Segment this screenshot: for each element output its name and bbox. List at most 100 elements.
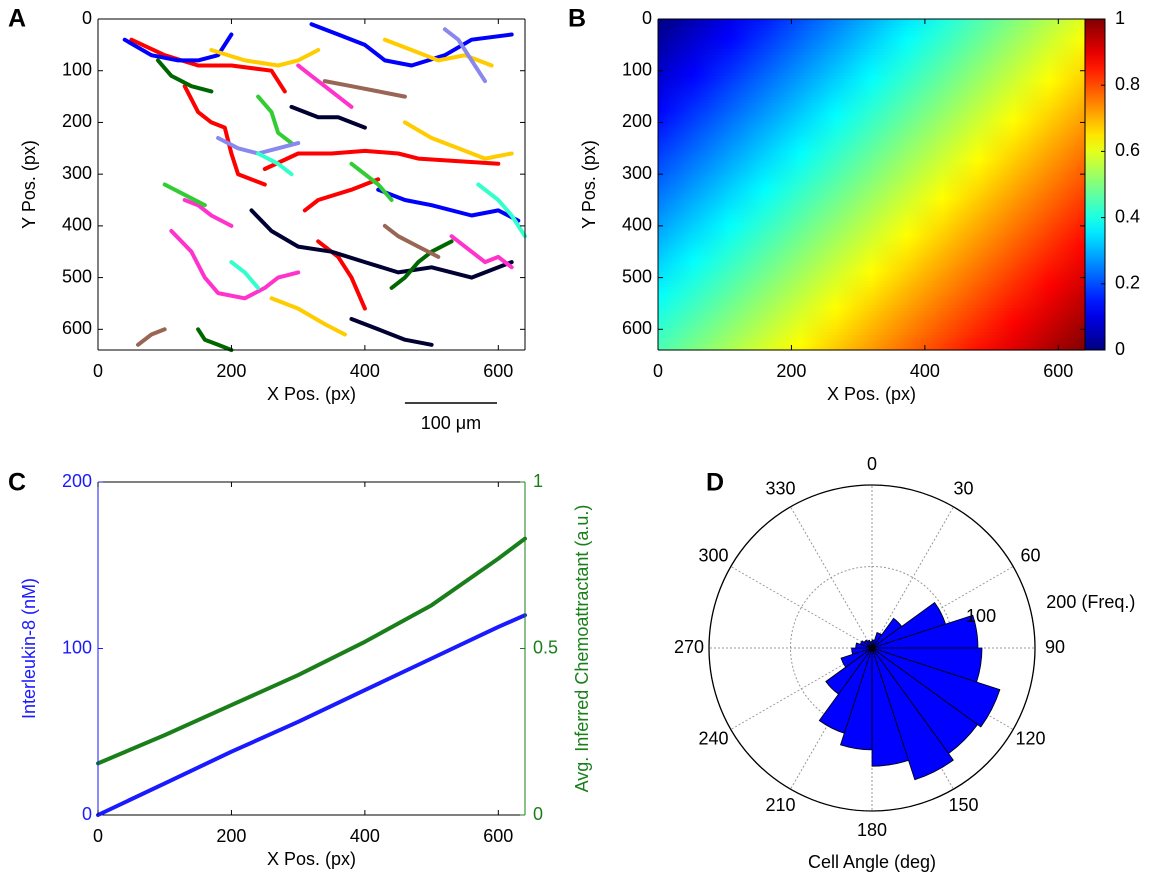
heatmap-row [658, 157, 1085, 162]
heatmap-row [658, 208, 1085, 213]
track [122, 32, 234, 63]
x-tick-label: 400 [350, 826, 380, 846]
y-tick-label: 400 [622, 215, 652, 235]
track [196, 327, 234, 352]
y-tick-label: 500 [62, 266, 92, 286]
y-tick-label: 400 [62, 215, 92, 235]
x-tick-label: 600 [483, 826, 513, 846]
heatmap-row [658, 196, 1085, 201]
series-line [96, 613, 527, 817]
heatmap-row [658, 112, 1085, 116]
heatmap-row [658, 220, 1085, 225]
heatmap-row [658, 193, 1085, 198]
heatmap-row [658, 175, 1085, 180]
y-tick-label: 600 [622, 318, 652, 338]
heatmap-row [658, 205, 1085, 210]
track [269, 296, 347, 337]
heatmap-row [658, 190, 1085, 195]
heatmap-row [658, 145, 1085, 149]
y-tick-label: 100 [62, 637, 92, 657]
heatmap-row [658, 166, 1085, 171]
track [162, 182, 207, 208]
heatmap-row [658, 142, 1085, 146]
rose-wedge [840, 647, 873, 668]
scale-bar-label: 100 μm [421, 413, 481, 433]
heatmap-row [658, 268, 1085, 273]
heatmap-row [658, 82, 1085, 86]
heatmap-row [658, 340, 1085, 345]
heatmap-row [658, 229, 1085, 234]
heatmap-row [658, 154, 1085, 159]
track [349, 317, 434, 347]
heatmap-row [658, 265, 1085, 270]
x-tick-label: 600 [1043, 361, 1073, 381]
heatmap-row [658, 289, 1085, 294]
heatmap-row [658, 256, 1085, 261]
y2-tick-label: 0 [533, 804, 543, 824]
heatmap-row [658, 250, 1085, 255]
track [316, 239, 367, 311]
y-tick-label: 200 [62, 471, 92, 491]
heatmap-row [658, 334, 1085, 339]
track [382, 223, 441, 259]
heatmap-row [658, 34, 1085, 38]
x-tick-label: 0 [93, 361, 103, 381]
angle-tick-label: 180 [857, 820, 887, 840]
heatmap-row [658, 43, 1085, 47]
track [182, 84, 267, 187]
heatmap-row [658, 253, 1085, 258]
track [256, 94, 294, 146]
track [349, 161, 394, 202]
heatmap-row [658, 304, 1085, 309]
angle-tick-label: 120 [1015, 728, 1045, 748]
heatmap-row [658, 277, 1085, 282]
colorbar-tick-label: 1 [1115, 8, 1125, 28]
heatmap-row [658, 70, 1085, 74]
y-tick-label: 0 [82, 804, 92, 824]
heatmap-row [658, 73, 1085, 77]
heatmap-row [658, 322, 1085, 327]
heatmap-row [658, 103, 1085, 107]
rose-wedge [851, 647, 873, 655]
heatmap-row [658, 46, 1085, 50]
colorbar [1084, 18, 1106, 351]
heatmap-row [658, 187, 1085, 192]
heatmap-row [658, 283, 1085, 288]
track [322, 79, 407, 99]
heatmap-row [658, 214, 1085, 219]
heatmap-row [658, 58, 1085, 62]
track [296, 63, 354, 109]
heatmap-row [658, 244, 1085, 249]
track [309, 22, 514, 68]
heatmap-row [658, 40, 1085, 44]
heatmap-row [658, 136, 1085, 140]
radial-tick-label: 200 (Freq.) [1046, 592, 1135, 612]
heatmap-row [658, 28, 1085, 32]
heatmap-row [658, 307, 1085, 312]
radial-tick-label: 100 [966, 606, 996, 626]
rose-wedge [871, 647, 1001, 728]
track [182, 198, 234, 228]
heatmap-row [658, 211, 1085, 216]
heatmap-row [658, 109, 1085, 113]
heatmap-row [658, 319, 1085, 324]
heatmap-row [658, 130, 1085, 134]
heatmap-row [658, 172, 1085, 177]
x-tick-label: 400 [350, 361, 380, 381]
heatmap-row [658, 115, 1085, 119]
y-axis-label: Y Pos. (px) [19, 140, 39, 229]
track [256, 151, 294, 177]
heatmap-row [658, 160, 1085, 165]
rose-wedge [871, 647, 910, 767]
heatmap-row [658, 64, 1085, 68]
x-axis-label: Cell Angle (deg) [808, 852, 936, 872]
track [476, 182, 527, 239]
heatmap-row [658, 19, 1085, 23]
heatmap-row [658, 85, 1085, 89]
heatmap-row [658, 346, 1085, 351]
heatmap-row [658, 271, 1085, 276]
heatmap-row [658, 97, 1085, 101]
heatmap-row [658, 292, 1085, 297]
